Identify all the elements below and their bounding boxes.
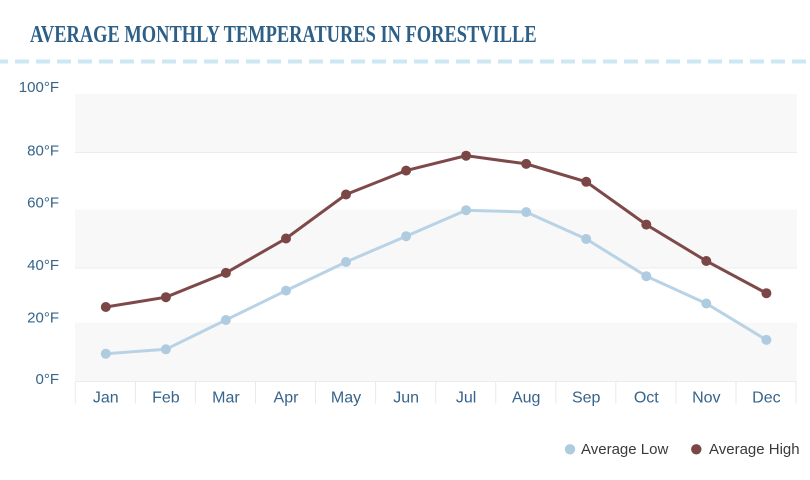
svg-text:Sep: Sep: [572, 390, 601, 407]
svg-text:Jan: Jan: [93, 390, 119, 407]
svg-text:Feb: Feb: [152, 390, 180, 407]
svg-text:20°F: 20°F: [27, 310, 59, 327]
svg-text:100°F: 100°F: [19, 79, 59, 96]
svg-text:40°F: 40°F: [27, 257, 59, 274]
svg-text:Average Low: Average Low: [581, 441, 668, 458]
svg-text:Apr: Apr: [274, 390, 300, 407]
svg-text:80°F: 80°F: [27, 143, 59, 160]
svg-text:Dec: Dec: [752, 390, 780, 407]
svg-text:Jun: Jun: [393, 390, 419, 407]
svg-text:Nov: Nov: [692, 390, 720, 407]
svg-text:60°F: 60°F: [27, 195, 59, 212]
svg-text:Oct: Oct: [634, 390, 659, 407]
svg-text:Mar: Mar: [212, 390, 240, 407]
svg-text:Jul: Jul: [456, 390, 476, 407]
svg-text:Aug: Aug: [512, 390, 540, 407]
svg-text:0°F: 0°F: [35, 371, 59, 388]
svg-text:May: May: [331, 390, 361, 407]
svg-text:Average High: Average High: [709, 441, 800, 458]
